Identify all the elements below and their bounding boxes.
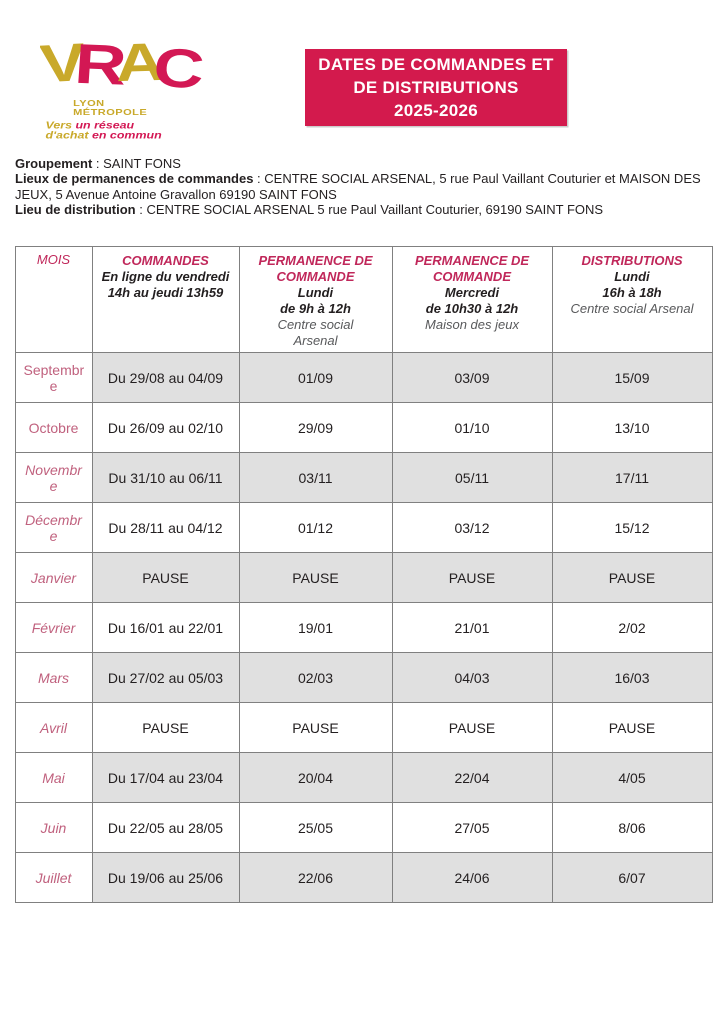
svg-text:C: C	[151, 37, 207, 101]
